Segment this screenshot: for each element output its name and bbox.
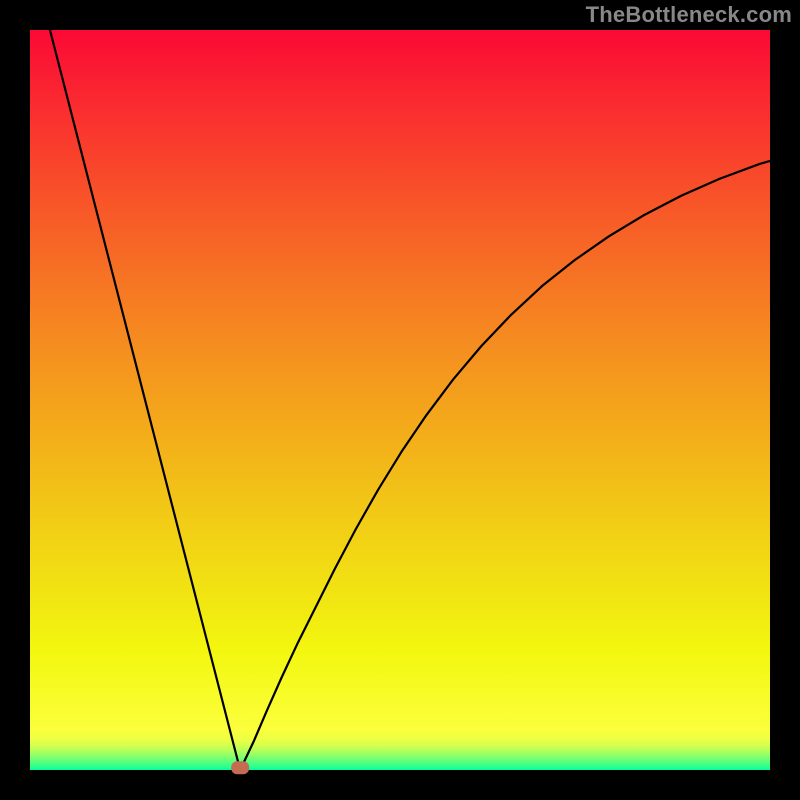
bottleneck-chart: TheBottleneck.com bbox=[0, 0, 800, 800]
plot-background bbox=[30, 30, 770, 770]
minimum-marker bbox=[231, 761, 249, 774]
watermark-text: TheBottleneck.com bbox=[586, 2, 792, 28]
chart-svg bbox=[0, 0, 800, 800]
